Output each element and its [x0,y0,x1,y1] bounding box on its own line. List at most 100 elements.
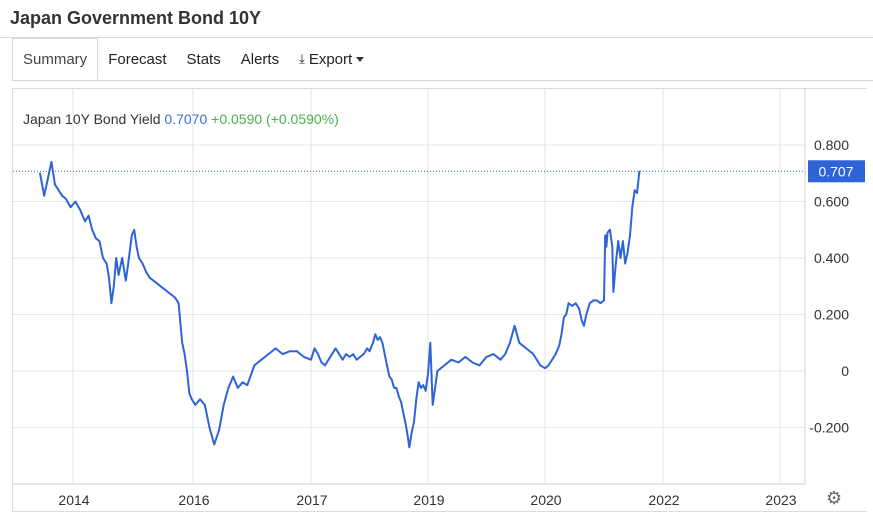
data-point [61,195,63,197]
data-point [565,313,567,316]
data-point [183,353,186,355]
x-tick-label: 2014 [58,492,89,508]
tab-stats[interactable]: Stats [186,50,221,68]
data-point [170,293,173,296]
data-point [208,426,211,429]
tab-summary[interactable]: Summary [12,38,99,80]
data-point [615,262,617,265]
download-icon: ⤓ [299,51,305,66]
data-point [199,398,201,401]
page-title: Japan Government Bond 10Y [10,8,262,28]
tab-alerts[interactable]: Alerts [240,50,280,68]
data-point [174,296,176,299]
series-line [39,160,641,449]
data-point [563,316,565,319]
data-point [578,308,580,310]
data-point [374,333,377,336]
data-point [415,398,418,401]
data-point [499,358,502,361]
data-point [113,285,115,288]
data-point [47,178,49,180]
legend-change: +0.0590 (+0.0590%) [211,111,339,127]
data-point [571,305,573,307]
data-point [167,291,169,293]
data-point [296,350,298,353]
data-point [478,364,481,367]
data-point [331,353,333,355]
data-point [551,358,553,361]
data-point [267,353,270,355]
current-value-label: 0.707 [818,163,853,179]
data-point [638,170,641,173]
data-point [327,358,330,361]
export-button[interactable]: ⤓ Export [289,38,374,80]
data-point [65,197,67,200]
data-point [241,381,244,384]
data-point [427,373,429,375]
data-point [471,361,474,364]
x-tick-label: 2020 [530,492,561,508]
data-point [376,339,379,341]
data-point [457,361,460,364]
data-point [532,353,535,355]
data-point [125,279,127,282]
data-point [355,358,358,361]
data-point [91,229,93,231]
data-point [386,364,388,367]
data-point [544,367,546,370]
data-point [609,229,611,231]
data-point [133,229,135,231]
data-point [177,302,180,305]
data-point [303,356,305,358]
data-point [410,432,413,434]
data-point [631,206,634,208]
data-point [372,342,374,344]
data-point [518,342,521,344]
data-point [636,192,638,194]
data-point [402,412,405,415]
data-point [366,347,369,350]
y-tick-label: 0.200 [814,307,849,323]
data-point [317,353,319,355]
data-point [617,240,619,242]
data-point [629,234,631,237]
data-point [127,262,129,265]
data-point [492,353,495,355]
data-point [163,288,165,290]
data-point [115,257,117,259]
x-tick-label: 2023 [765,492,796,508]
data-point [567,302,570,305]
data-point [408,446,411,449]
data-point [509,342,511,344]
legend-series-name: Japan 10Y Bond Yield [23,111,161,127]
data-point [281,353,284,355]
data-point [87,214,90,217]
data-point [379,336,381,338]
data-point [352,353,354,355]
data-point [102,257,104,259]
data-point [324,364,326,367]
data-point [348,356,351,358]
data-point [612,291,615,293]
data-point [253,364,256,367]
x-tick-label: 2016 [178,492,209,508]
data-point [436,370,439,372]
data-point [504,353,507,355]
data-point [429,342,432,344]
data-point [213,443,215,446]
data-point [443,364,446,367]
data-point [388,375,391,378]
data-point [152,279,155,282]
data-point [232,375,234,378]
gear-icon[interactable]: ⚙ [826,488,843,508]
data-point [405,423,407,426]
data-point [159,285,162,288]
data-point [95,237,97,239]
data-point [359,356,361,358]
data-point [57,189,60,191]
data-point [558,344,560,347]
data-point [580,319,583,321]
tab-forecast[interactable]: Forecast [108,50,167,68]
data-point [400,401,402,403]
